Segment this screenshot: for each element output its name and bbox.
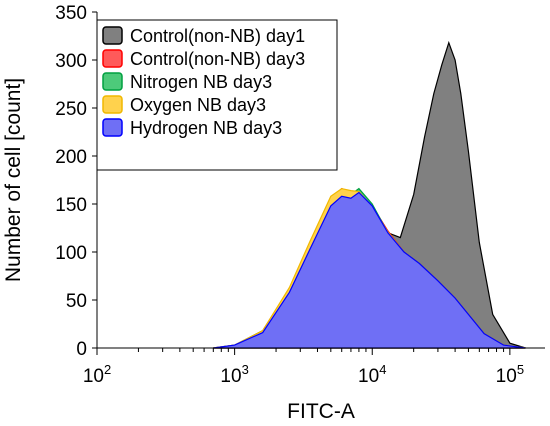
legend-label: Control(non-NB) day1 <box>130 26 305 46</box>
legend-swatch <box>102 49 123 68</box>
series-layer <box>213 40 526 349</box>
x-tick-label: 102 <box>83 362 111 387</box>
legend-swatch <box>102 95 123 114</box>
legend-label: Control(non-NB) day3 <box>130 49 305 69</box>
y-tick-label: 350 <box>55 3 87 24</box>
y-tick-label: 0 <box>76 339 87 360</box>
axes-layer: 0 50 100 150 200 250 300 350 102 103 104 105 <box>55 3 545 387</box>
legend-swatch <box>102 26 123 45</box>
legend-label: Hydrogen NB day3 <box>130 118 282 138</box>
x-tick-label: 103 <box>220 362 248 387</box>
series-area-4 <box>213 191 526 349</box>
x-tick-label: 105 <box>496 362 524 387</box>
legend-swatch <box>102 118 123 137</box>
legend-box <box>96 19 338 171</box>
y-tick-label: 50 <box>66 291 87 312</box>
y-tick-label: 300 <box>55 51 87 72</box>
y-tick-label: 150 <box>55 195 87 216</box>
y-tick-label: 200 <box>55 147 87 168</box>
legend-label: Oxygen NB day3 <box>130 95 266 115</box>
legend-label: Nitrogen NB day3 <box>130 72 272 92</box>
legend: Control(non-NB) day1 Control(non-NB) day3… <box>96 19 338 171</box>
x-tick-label: 104 <box>358 362 386 387</box>
y-tick-label: 100 <box>55 243 87 264</box>
x-axis-label: FITC-A <box>287 400 355 423</box>
legend-swatch <box>102 72 123 91</box>
y-axis-label: Number of cell [count] <box>2 78 25 282</box>
y-tick-label: 250 <box>55 99 87 120</box>
